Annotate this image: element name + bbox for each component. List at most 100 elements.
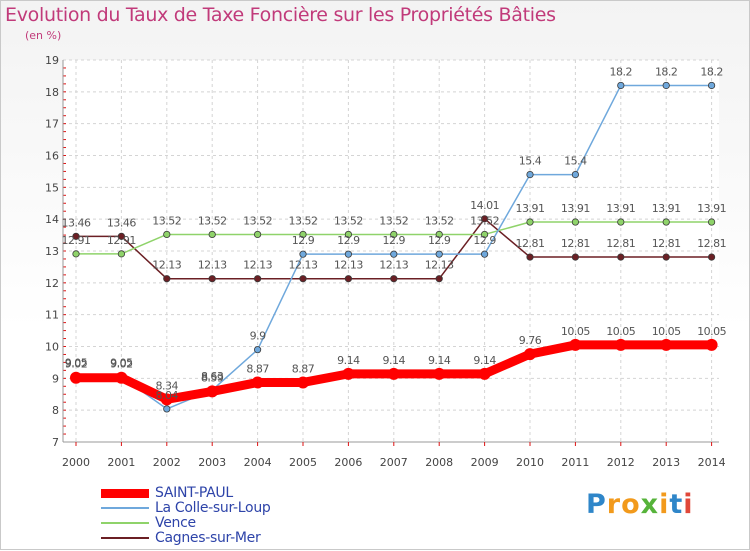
data-label-vence: 13.91 [516, 202, 545, 215]
data-point-saint-paul [115, 371, 128, 384]
data-point-cagnes-sur-mer [662, 253, 670, 261]
data-point-cagnes-sur-mer [72, 232, 80, 240]
data-label-cagnes-sur-mer: 12.13 [243, 259, 272, 272]
data-point-la-colle-sur-loup [707, 81, 716, 90]
data-label-saint-paul: 9.14 [383, 354, 406, 367]
legend-item-vence: Vence [101, 515, 196, 531]
data-label-saint-paul: 9.14 [473, 354, 496, 367]
data-point-saint-paul [251, 376, 264, 389]
data-label-la-colle-sur-loup: 9.05 [65, 357, 88, 370]
x-tick-label: 2014 [698, 456, 726, 469]
data-label-cagnes-sur-mer: 13.46 [107, 216, 136, 229]
data-point-cagnes-sur-mer [707, 253, 716, 261]
x-tick-label: 2012 [607, 456, 635, 469]
data-point-saint-paul [614, 338, 627, 351]
data-point-la-colle-sur-loup [163, 405, 171, 413]
data-label-la-colle-sur-loup: 8.63 [201, 370, 224, 383]
data-point-cagnes-sur-mer [117, 232, 126, 240]
y-tick-label: 12 [45, 277, 59, 290]
data-label-cagnes-sur-mer: 12.13 [289, 259, 318, 272]
legend-item-saint-paul: SAINT-PAUL [101, 485, 233, 501]
data-point-vence [254, 230, 262, 239]
x-tick-label: 2010 [516, 456, 544, 469]
data-point-la-colle-sur-loup [254, 346, 262, 354]
data-label-cagnes-sur-mer: 12.81 [516, 237, 545, 250]
data-point-la-colle-sur-loup [526, 171, 534, 179]
data-label-cagnes-sur-mer: 12.13 [152, 259, 181, 272]
legend-label-la-colle-sur-loup: La Colle-sur-Loup [155, 500, 271, 516]
data-label-cagnes-sur-mer: 12.13 [198, 259, 227, 272]
data-label-saint-paul: 9.14 [428, 354, 451, 367]
data-point-la-colle-sur-loup [662, 81, 670, 90]
data-label-la-colle-sur-loup: 18.2 [700, 65, 723, 78]
x-tick-label: 2011 [561, 456, 589, 469]
data-label-cagnes-sur-mer: 14.01 [470, 199, 499, 212]
data-label-la-colle-sur-loup: 12.9 [428, 234, 451, 247]
data-label-cagnes-sur-mer: 12.13 [334, 259, 363, 272]
x-tick-label: 2001 [107, 456, 135, 469]
legend-swatch-vence [101, 522, 149, 524]
data-label-saint-paul: 8.87 [292, 362, 315, 375]
data-label-saint-paul: 10.05 [561, 325, 590, 338]
y-tick-label: 9 [52, 372, 59, 385]
data-point-cagnes-sur-mer [526, 253, 534, 261]
y-tick-label: 13 [45, 245, 59, 258]
data-point-vence [299, 230, 307, 239]
data-label-vence: 13.91 [606, 202, 635, 215]
data-label-saint-paul: 9.02 [65, 358, 88, 371]
data-point-vence [72, 250, 80, 258]
data-label-la-colle-sur-loup: 18.2 [655, 65, 678, 78]
data-label-cagnes-sur-mer: 12.13 [379, 259, 408, 272]
data-label-la-colle-sur-loup: 15.4 [564, 155, 587, 168]
data-point-saint-paul [342, 367, 355, 380]
data-point-vence [617, 218, 625, 226]
data-label-saint-paul: 10.05 [697, 325, 726, 338]
data-point-cagnes-sur-mer [299, 275, 307, 283]
legend-swatch-la-colle-sur-loup [101, 507, 149, 509]
x-tick-label: 2013 [652, 456, 680, 469]
data-point-vence [662, 218, 670, 226]
data-point-cagnes-sur-mer [390, 275, 398, 283]
data-point-saint-paul [433, 367, 446, 380]
data-point-saint-paul [524, 348, 536, 361]
data-point-cagnes-sur-mer [480, 215, 489, 223]
data-point-saint-paul [387, 367, 400, 380]
data-point-cagnes-sur-mer [617, 253, 625, 261]
data-label-cagnes-sur-mer: 12.81 [561, 237, 590, 250]
data-point-saint-paul [297, 376, 309, 389]
data-label-saint-paul: 9.14 [337, 354, 360, 367]
data-point-cagnes-sur-mer [344, 275, 352, 283]
data-point-vence [390, 230, 398, 239]
data-label-la-colle-sur-loup: 12.9 [383, 234, 406, 247]
data-label-cagnes-sur-mer: 13.46 [62, 216, 91, 229]
data-point-la-colle-sur-loup [480, 250, 489, 258]
data-point-la-colle-sur-loup [617, 81, 625, 90]
data-label-vence: 12.91 [62, 234, 91, 247]
y-tick-label: 8 [52, 404, 59, 417]
data-label-vence: 13.52 [243, 214, 272, 227]
legend-swatch-cagnes-sur-mer [101, 537, 149, 539]
data-point-cagnes-sur-mer [571, 253, 580, 261]
data-point-cagnes-sur-mer [254, 275, 262, 283]
data-point-vence [344, 230, 352, 239]
data-point-la-colle-sur-loup [390, 250, 398, 258]
data-label-cagnes-sur-mer: 12.13 [425, 259, 454, 272]
data-label-vence: 13.52 [152, 214, 181, 227]
data-label-la-colle-sur-loup: 12.9 [292, 234, 315, 247]
data-point-saint-paul [660, 338, 673, 351]
data-label-vence: 12.91 [107, 234, 136, 247]
data-label-la-colle-sur-loup: 9.05 [110, 357, 133, 370]
data-label-saint-paul: 9.02 [110, 358, 133, 371]
data-label-saint-paul: 10.05 [606, 325, 635, 338]
x-tick-label: 2003 [198, 456, 226, 469]
data-point-saint-paul [206, 385, 219, 398]
data-label-saint-paul: 8.87 [246, 362, 269, 375]
data-point-vence [571, 218, 580, 226]
proxiti-logo: Proxiti [586, 489, 694, 520]
data-label-vence: 13.52 [425, 214, 454, 227]
legend-label-cagnes-sur-mer: Cagnes-sur-Mer [155, 530, 261, 546]
data-label-vence: 13.52 [198, 214, 227, 227]
data-point-saint-paul [478, 367, 491, 380]
y-tick-label: 18 [45, 86, 59, 99]
